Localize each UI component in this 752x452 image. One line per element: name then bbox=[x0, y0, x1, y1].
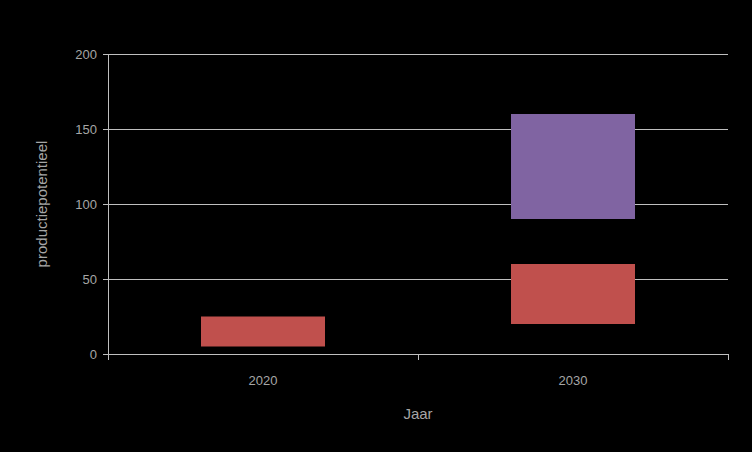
y-tick: 50 bbox=[83, 272, 108, 287]
y-tick: 100 bbox=[75, 197, 108, 212]
y-tick: 200 bbox=[75, 47, 108, 62]
y-tick: 150 bbox=[75, 122, 108, 137]
range-bar bbox=[511, 114, 635, 219]
range-bar bbox=[511, 264, 635, 324]
category-boundaries bbox=[108, 354, 728, 360]
y-tick-mark bbox=[103, 204, 108, 205]
x-axis-title: Jaar bbox=[403, 405, 432, 422]
bars bbox=[201, 114, 635, 347]
x-tick: 2020 bbox=[249, 354, 278, 388]
range-bar bbox=[201, 317, 325, 347]
y-tick-mark bbox=[103, 54, 108, 55]
y-tick-label: 0 bbox=[90, 347, 97, 362]
y-tick-mark bbox=[103, 354, 108, 355]
x-tick: 2030 bbox=[559, 354, 588, 388]
x-axis: 2020 2030 bbox=[109, 354, 729, 388]
y-tick-label: 100 bbox=[75, 197, 97, 212]
category-boundary bbox=[728, 354, 729, 360]
category-boundary bbox=[418, 354, 419, 360]
y-tick-label: 150 bbox=[75, 122, 97, 137]
y-tick-mark bbox=[103, 129, 108, 130]
x-tick-label: 2020 bbox=[249, 373, 278, 388]
y-tick-mark bbox=[103, 279, 108, 280]
grid bbox=[108, 54, 728, 354]
y-axis: 0 50 100 150 200 bbox=[75, 47, 108, 362]
y-tick-label: 200 bbox=[75, 47, 97, 62]
category-boundary bbox=[108, 354, 109, 360]
background bbox=[0, 0, 752, 452]
grid-line bbox=[108, 54, 728, 55]
y-axis-title: productiepotentieel bbox=[33, 141, 50, 268]
chart: 0 50 100 150 200 2020 2030 Jaar productiepotenti… bbox=[0, 0, 752, 452]
y-tick: 0 bbox=[90, 347, 108, 362]
y-tick-label: 50 bbox=[83, 272, 97, 287]
y-axis-line bbox=[103, 55, 109, 355]
x-tick-label: 2030 bbox=[559, 373, 588, 388]
